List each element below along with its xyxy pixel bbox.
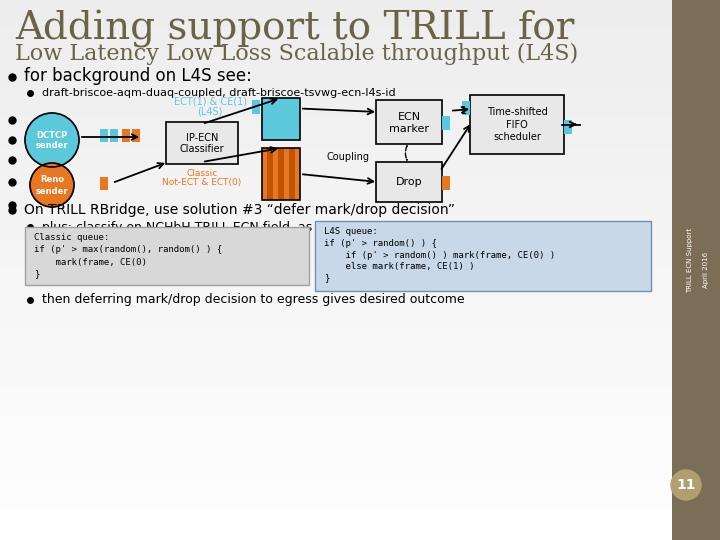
Bar xyxy=(294,148,300,200)
Text: Not-ECT & ECT(0): Not-ECT & ECT(0) xyxy=(163,179,242,187)
Text: marker: marker xyxy=(389,124,429,134)
Text: Reno: Reno xyxy=(40,176,64,185)
Text: for background on L4S see:: for background on L4S see: xyxy=(24,67,252,85)
Text: April 2016: April 2016 xyxy=(703,252,709,288)
Text: mark(frame, CE(0): mark(frame, CE(0) xyxy=(34,258,147,267)
FancyBboxPatch shape xyxy=(25,227,309,285)
Text: Drop: Drop xyxy=(396,177,423,187)
Bar xyxy=(284,148,289,200)
Bar xyxy=(252,100,260,114)
Bar xyxy=(262,148,267,200)
Text: if (p' > random() ) mark(frame, CE(0) ): if (p' > random() ) mark(frame, CE(0) ) xyxy=(324,251,555,260)
Text: IP-ECN: IP-ECN xyxy=(186,133,218,144)
Circle shape xyxy=(30,163,74,207)
Bar xyxy=(279,148,284,200)
Text: TRILL ECN Support: TRILL ECN Support xyxy=(687,227,693,293)
FancyArrowPatch shape xyxy=(405,146,407,160)
Text: }: } xyxy=(324,273,329,282)
Text: if (p' > random() ) {: if (p' > random() ) { xyxy=(324,239,437,248)
Bar xyxy=(262,98,300,140)
Text: (L4S): (L4S) xyxy=(197,106,222,116)
FancyBboxPatch shape xyxy=(376,162,442,202)
Text: }: } xyxy=(34,269,40,279)
Text: Classifier: Classifier xyxy=(180,145,225,154)
Text: L4S queue:: L4S queue: xyxy=(324,227,378,237)
Bar xyxy=(100,129,108,142)
Bar xyxy=(289,148,294,200)
Bar xyxy=(672,0,720,540)
FancyBboxPatch shape xyxy=(166,122,238,164)
Text: Time-shifted: Time-shifted xyxy=(487,107,547,117)
Text: sender: sender xyxy=(36,186,68,195)
FancyBboxPatch shape xyxy=(470,95,564,154)
Text: draft-briscoe-aqm-duaq-coupled, draft-briscoe-tsvwg-ecn-l4s-id: draft-briscoe-aqm-duaq-coupled, draft-br… xyxy=(42,88,395,98)
Text: if (p' > max(random(), random() ) {: if (p' > max(random(), random() ) { xyxy=(34,246,222,254)
Text: Low Latency Low Loss Scalable throughput (L4S): Low Latency Low Loss Scalable throughput… xyxy=(15,43,578,65)
Text: Coupling: Coupling xyxy=(326,152,369,162)
Text: Classic: Classic xyxy=(186,170,217,179)
Text: ECN: ECN xyxy=(397,112,420,122)
Text: sender: sender xyxy=(36,141,68,151)
Bar xyxy=(132,129,140,142)
Text: 1: 1 xyxy=(461,106,467,116)
Text: DCTCP: DCTCP xyxy=(37,131,68,139)
FancyBboxPatch shape xyxy=(376,100,442,144)
Text: Classic queue:: Classic queue: xyxy=(34,233,109,242)
Text: else mark(frame, CE(1) ): else mark(frame, CE(1) ) xyxy=(324,262,474,271)
Text: then deferring mark/drop decision to egress gives desired outcome: then deferring mark/drop decision to egr… xyxy=(42,294,464,307)
FancyBboxPatch shape xyxy=(315,221,651,291)
Text: scheduler: scheduler xyxy=(493,132,541,141)
Text: 11: 11 xyxy=(676,478,696,492)
Bar xyxy=(122,129,130,142)
Circle shape xyxy=(671,470,701,500)
Bar xyxy=(564,120,572,134)
Bar xyxy=(442,176,450,190)
Bar xyxy=(262,148,300,200)
Bar xyxy=(462,101,470,115)
Bar xyxy=(110,129,118,142)
Bar xyxy=(273,148,279,200)
Bar xyxy=(442,116,450,130)
Text: On TRILL RBridge, use solution #3 “defer mark/drop decision”: On TRILL RBridge, use solution #3 “defer… xyxy=(24,203,455,217)
Bar xyxy=(267,148,273,200)
Text: FIFO: FIFO xyxy=(506,119,528,130)
Text: Adding support to TRILL for: Adding support to TRILL for xyxy=(15,10,575,48)
Text: ECT(1) & CE(1): ECT(1) & CE(1) xyxy=(174,97,246,107)
Text: plus: classify on NCHbH TRILL ECN field, as shown above: plus: classify on NCHbH TRILL ECN field,… xyxy=(42,220,399,233)
Bar xyxy=(100,177,108,190)
Circle shape xyxy=(25,113,79,167)
